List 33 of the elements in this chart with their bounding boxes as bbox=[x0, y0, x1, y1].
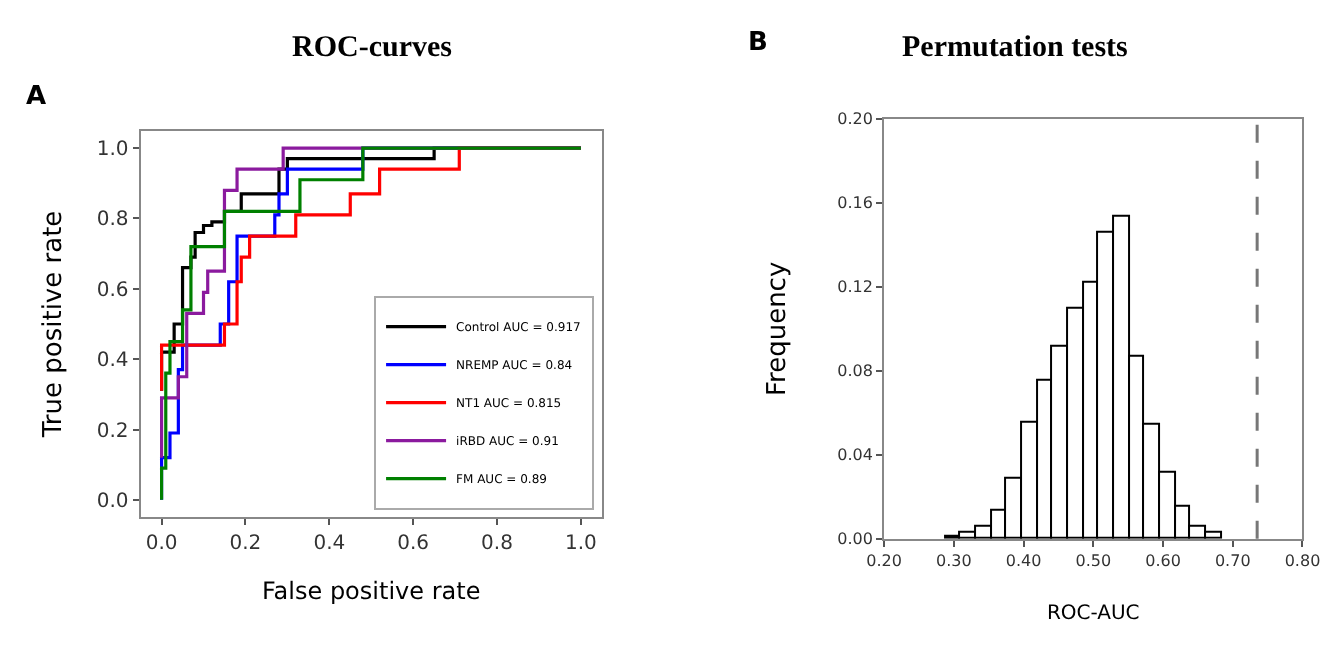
x-tick-label: 0.0 bbox=[145, 533, 178, 556]
y-tick-label: 0.12 bbox=[837, 278, 873, 297]
x-tick-label: 0.6 bbox=[397, 533, 430, 556]
x-axis-title: ROC-AUC bbox=[1046, 603, 1140, 626]
y-tick-label: 0.4 bbox=[96, 350, 129, 373]
x-tick-label: 0.80 bbox=[1284, 552, 1321, 571]
x-tick-label: 0.8 bbox=[481, 533, 513, 556]
chart-title: Permutation tests bbox=[902, 32, 1129, 64]
chart-title: ROC-curves bbox=[292, 32, 453, 64]
x-tick-label: 0.30 bbox=[935, 552, 972, 571]
x-tick-label: 0.4 bbox=[313, 533, 346, 556]
y-tick-label: 1.0 bbox=[96, 139, 129, 162]
y-tick-label: 0.8 bbox=[96, 209, 129, 232]
x-tick-label: 0.70 bbox=[1214, 552, 1251, 571]
y-tick-label: 0.0 bbox=[96, 490, 129, 513]
x-axis-title: False positive rate bbox=[262, 577, 481, 606]
text: A bbox=[26, 82, 47, 112]
text: B bbox=[748, 28, 768, 58]
y-tick-label: 0.20 bbox=[837, 110, 873, 129]
y-axis-title: True positive rate bbox=[38, 210, 69, 440]
x-tick-label: 0.2 bbox=[229, 533, 262, 556]
x-tick-label: 0.50 bbox=[1075, 552, 1112, 571]
x-tick-label: 1.0 bbox=[564, 533, 597, 556]
y-tick-label: 0.16 bbox=[837, 194, 873, 213]
x-tick-label: 0.40 bbox=[1005, 552, 1042, 571]
y-tick-label: 0.00 bbox=[837, 530, 873, 549]
x-tick-label: 0.20 bbox=[866, 552, 902, 571]
y-tick-label: 0.04 bbox=[837, 446, 873, 465]
y-tick-label: 0.08 bbox=[837, 362, 873, 381]
y-tick-label: 0.2 bbox=[96, 420, 129, 443]
x-tick-label: 0.60 bbox=[1145, 552, 1181, 571]
y-tick-label: 0.6 bbox=[96, 279, 129, 302]
y-axis-title: Frequency bbox=[763, 261, 794, 397]
